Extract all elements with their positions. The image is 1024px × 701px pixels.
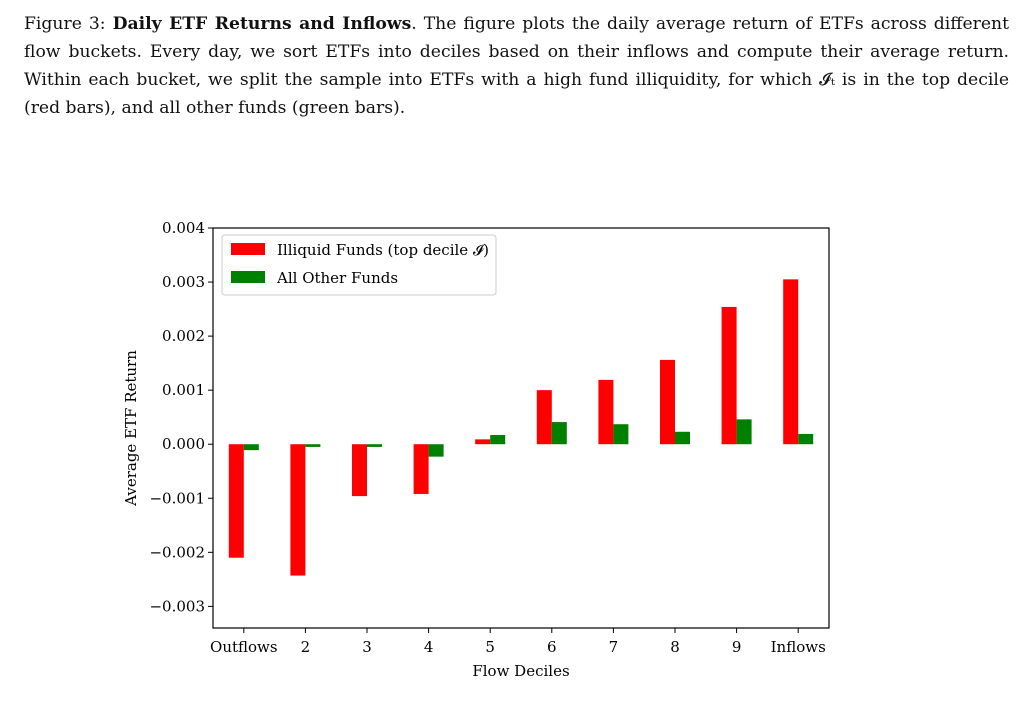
- bar-other-9: [736, 419, 752, 445]
- bar-other-2: [305, 444, 321, 447]
- bar-other-7: [613, 424, 629, 445]
- figure-title: Daily ETF Returns and Inflows: [112, 14, 412, 34]
- y-axis: 0.004 0.003 0.002 0.001 0.000 −0.001 −0.002 −0.…: [149, 219, 213, 615]
- y-tick-label: −0.003: [149, 597, 205, 615]
- bar-other-3: [367, 444, 382, 447]
- bar-other-8: [675, 431, 690, 445]
- bar-other-5: [490, 435, 506, 445]
- x-tick-label: Inflows: [771, 638, 826, 656]
- bar-illiquid-Inflows: [783, 279, 799, 445]
- y-tick-label: 0.002: [162, 327, 205, 345]
- bar-illiquid-2: [290, 444, 306, 576]
- x-tick-label: 5: [485, 638, 495, 656]
- x-tick-label: 9: [732, 638, 742, 656]
- bar-illiquid-6: [536, 390, 552, 445]
- y-axis-label: Average ETF Return: [122, 350, 140, 507]
- bar-illiquid-9: [721, 306, 737, 445]
- x-tick-label: 2: [301, 638, 311, 656]
- y-tick-label: 0.000: [162, 435, 205, 453]
- x-tick-label: 6: [547, 638, 557, 656]
- x-tick-label: 3: [362, 638, 372, 656]
- bar-other-6: [551, 422, 567, 445]
- y-tick-label: 0.003: [162, 273, 205, 291]
- bar-illiquid-5: [475, 439, 491, 445]
- x-tick-label: 7: [609, 638, 619, 656]
- legend-label-other: All Other Funds: [276, 269, 398, 287]
- figure-caption: Figure 3: Daily ETF Returns and Inflows.…: [24, 14, 1009, 118]
- legend-label-illiquid: Illiquid Funds (top decile 𝓘): [277, 241, 489, 259]
- figure-label: Figure 3:: [24, 14, 106, 34]
- bar-illiquid-Outflows: [228, 444, 244, 558]
- y-tick-label: −0.002: [149, 543, 205, 561]
- y-tick-label: 0.001: [162, 381, 205, 399]
- x-axis-label: Flow Deciles: [472, 662, 569, 680]
- y-tick-label: −0.001: [149, 489, 205, 507]
- y-tick-label: 0.004: [162, 219, 205, 237]
- x-tick-label: Outflows: [210, 638, 278, 656]
- legend-swatch-illiquid: [231, 243, 265, 255]
- bar-other-Inflows: [798, 433, 814, 445]
- bar-illiquid-4: [413, 444, 429, 494]
- legend: Illiquid Funds (top decile 𝓘) All Other …: [221, 234, 497, 296]
- bar-other-4: [428, 444, 444, 457]
- bar-illiquid-3: [352, 444, 367, 497]
- x-axis: Outflows 2 3 4 5 6 7 8 9 Inflows: [210, 628, 826, 656]
- bars-group: [228, 279, 814, 576]
- bar-other-Outflows: [243, 444, 259, 451]
- x-tick-label: 4: [424, 638, 434, 656]
- figure-description: The figure plots the daily average retur…: [24, 14, 1009, 118]
- plot-frame: [212, 227, 830, 629]
- bar-illiquid-8: [660, 359, 675, 445]
- legend-box: [221, 234, 497, 296]
- x-tick-label: 8: [670, 638, 680, 656]
- legend-swatch-other: [231, 271, 265, 283]
- bar-illiquid-7: [598, 379, 614, 445]
